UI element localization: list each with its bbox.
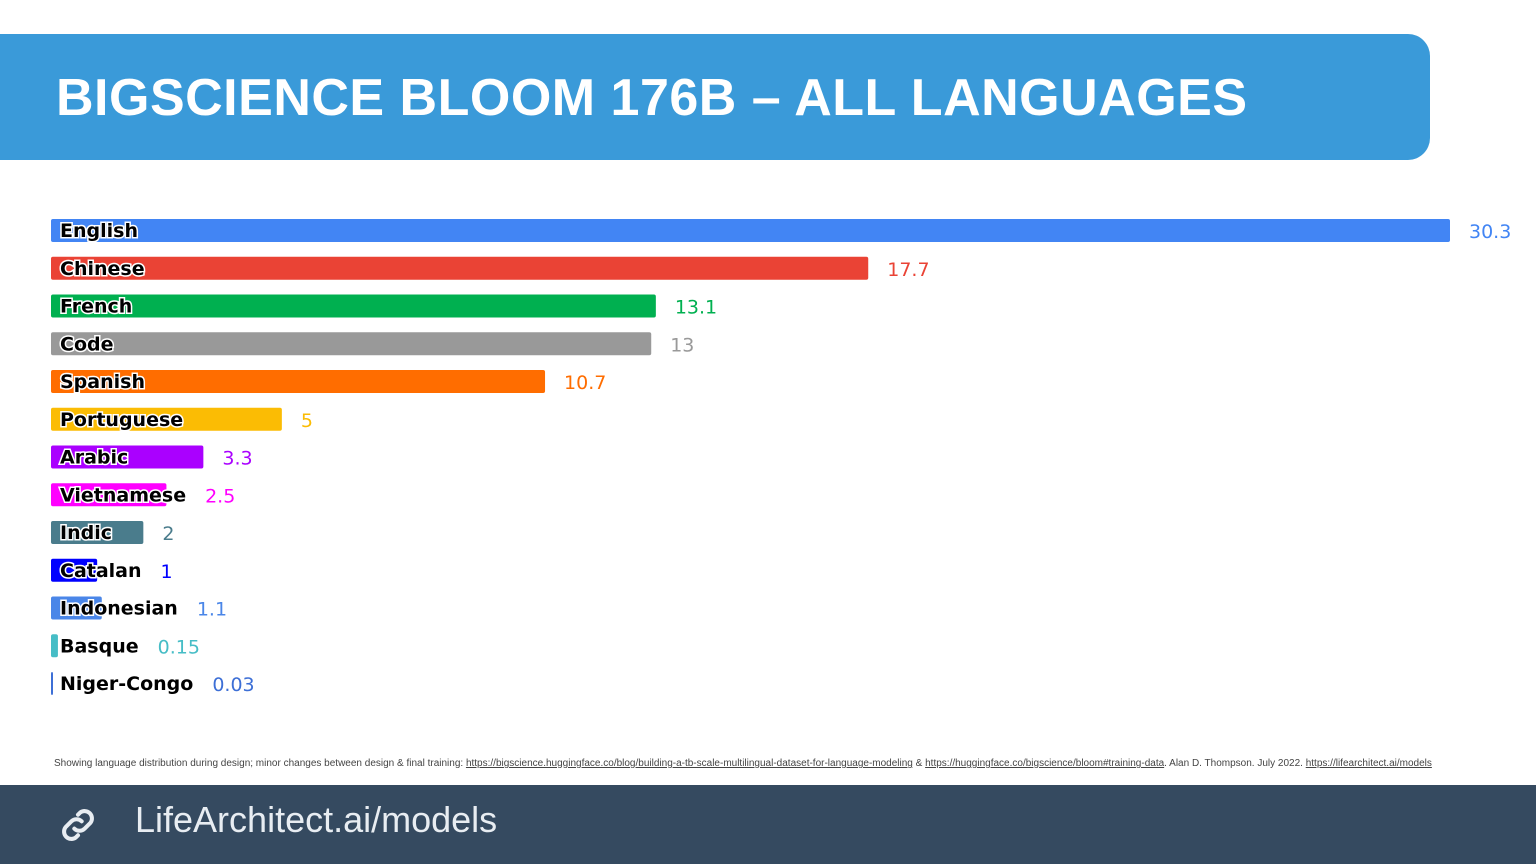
bar-indonesian — [51, 596, 102, 620]
category-label: English — [60, 220, 138, 242]
value-label: 10.7 — [564, 372, 606, 394]
value-label: 5 — [301, 410, 313, 432]
source-link-3[interactable]: https://lifearchitect.ai/models — [1305, 758, 1432, 769]
category-label: Basque — [60, 635, 139, 657]
value-label: 0.15 — [158, 636, 200, 658]
title-banner: BIGSCIENCE BLOOM 176B – ALL LANGUAGES — [0, 34, 1430, 160]
bar-portuguese — [51, 407, 282, 431]
category-label: Indic — [60, 522, 112, 544]
category-label: Arabic — [60, 447, 128, 469]
source-link-2[interactable]: https://huggingface.co/bigscience/bloom#… — [925, 758, 1165, 769]
category-label: Niger-Congo — [60, 673, 193, 695]
category-label: Spanish — [60, 371, 145, 393]
footnote-separator: & — [912, 758, 926, 769]
bar-chart: English 30.3 Chinese 17.7 French 13.1 Code 13 Sp… — [51, 219, 1511, 697]
bar-english — [51, 219, 1450, 242]
category-label: Chinese — [60, 258, 145, 280]
value-label: 1 — [161, 561, 173, 583]
value-label: 2.5 — [205, 485, 235, 507]
footnote-author: . Alan D. Thompson. July 2022. — [1164, 758, 1306, 769]
value-label: 2 — [162, 523, 174, 545]
bar-spanish — [51, 370, 546, 393]
value-label: 13 — [670, 334, 694, 356]
value-label: 0.03 — [212, 674, 254, 696]
footer-bar: LifeArchitect.ai/models — [0, 785, 1536, 864]
category-label: Vietnamese — [60, 484, 186, 506]
bar-indic — [51, 521, 144, 544]
bar-basque — [51, 634, 58, 658]
category-label: Catalan — [60, 560, 142, 582]
source-link-1[interactable]: https://bigscience.huggingface.co/blog/b… — [465, 758, 913, 769]
category-label: Portuguese — [60, 409, 183, 431]
bar-vietnamese — [51, 483, 167, 507]
bar-chinese — [51, 256, 869, 280]
value-label: 13.1 — [675, 297, 717, 319]
category-label: Code — [60, 333, 113, 355]
value-label: 30.3 — [1469, 221, 1511, 243]
footer-url[interactable]: LifeArchitect.ai/models — [135, 799, 498, 840]
category-label: French — [60, 296, 132, 318]
bar-french — [51, 294, 656, 318]
bar-arabic — [51, 445, 204, 469]
footnote: Showing language distribution during des… — [54, 758, 1432, 769]
value-label: 3.3 — [222, 448, 252, 470]
bar-niger-congo — [51, 672, 53, 695]
page-title: BIGSCIENCE BLOOM 176B – ALL LANGUAGES — [56, 69, 1248, 127]
category-label: Indonesian — [60, 598, 178, 620]
bar-catalan — [51, 558, 98, 582]
value-label: 17.7 — [887, 259, 929, 281]
footnote-text: Showing language distribution during des… — [54, 758, 466, 769]
bar-code — [51, 332, 652, 356]
value-label: 1.1 — [197, 599, 227, 621]
link-icon — [62, 809, 94, 841]
